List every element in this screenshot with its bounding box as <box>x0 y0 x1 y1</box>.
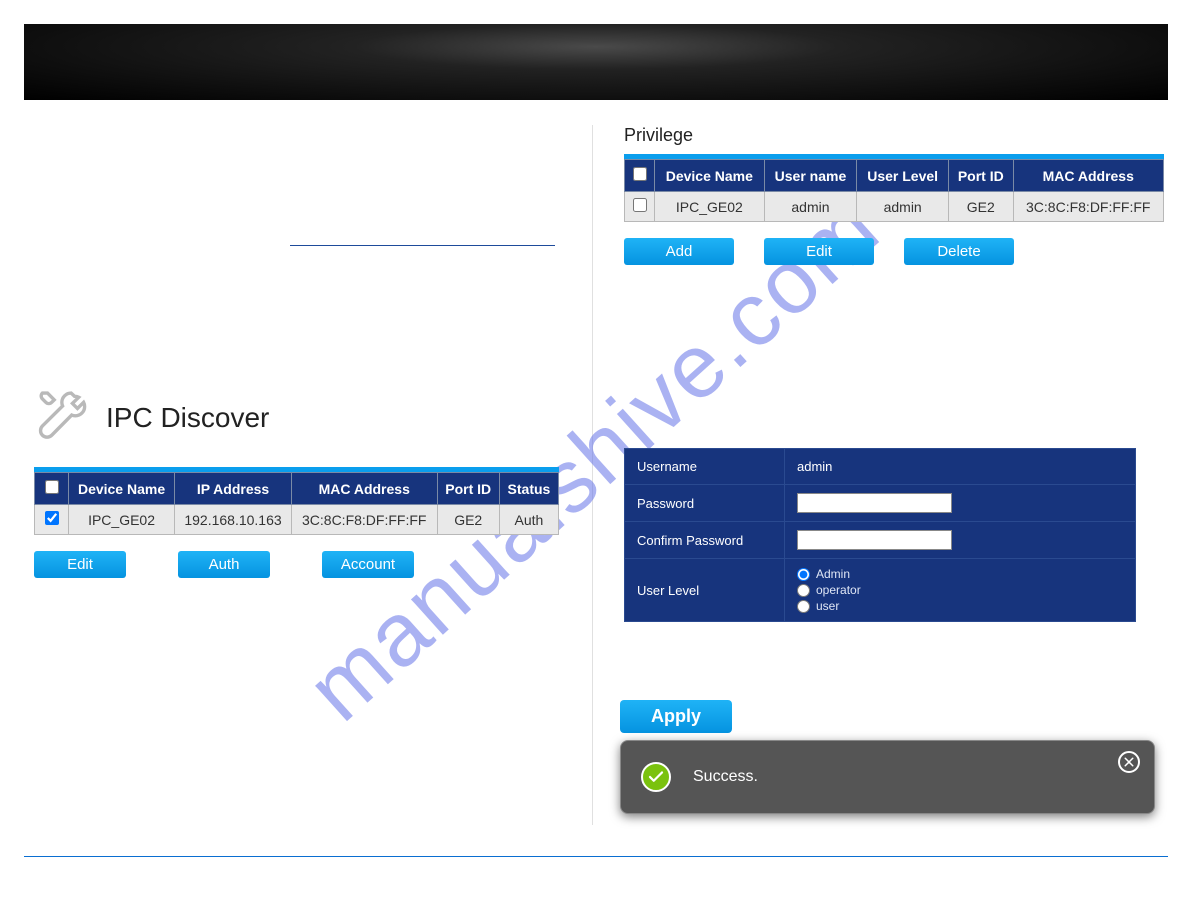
priv-col-mac: MAC Address <box>1013 160 1164 192</box>
ipc-col-ip: IP Address <box>175 473 292 505</box>
privilege-add-button[interactable]: Add <box>624 238 734 265</box>
ipc-col-mac: MAC Address <box>291 473 437 505</box>
ipc-row-device: IPC_GE02 <box>69 505 175 535</box>
ipc-row-ip: 192.168.10.163 <box>175 505 292 535</box>
priv-col-device: Device Name <box>655 160 765 192</box>
priv-row-port: GE2 <box>949 192 1013 222</box>
privilege-edit-button[interactable]: Edit <box>764 238 874 265</box>
vertical-divider <box>592 125 593 825</box>
privilege-row-checkbox[interactable] <box>633 198 647 212</box>
radio-admin[interactable] <box>797 568 810 581</box>
ipc-col-status: Status <box>499 473 558 505</box>
ipc-row-status: Auth <box>499 505 558 535</box>
radio-user[interactable] <box>797 600 810 613</box>
priv-row-device: IPC_GE02 <box>655 192 765 222</box>
radio-admin-text: Admin <box>816 567 850 581</box>
ipc-table: Device Name IP Address MAC Address Port … <box>34 472 559 535</box>
ipc-auth-button[interactable]: Auth <box>178 551 270 578</box>
priv-row-mac: 3C:8C:F8:DF:FF:FF <box>1013 192 1164 222</box>
user-level-label: User Level <box>625 559 785 621</box>
password-input[interactable] <box>797 493 952 513</box>
privilege-table: Device Name User name User Level Port ID… <box>624 159 1164 222</box>
username-label: Username <box>625 449 785 484</box>
user-level-radio-group: Admin operator user <box>797 567 861 613</box>
ipc-edit-button[interactable]: Edit <box>34 551 126 578</box>
privilege-table-row[interactable]: IPC_GE02 admin admin GE2 3C:8C:F8:DF:FF:… <box>625 192 1164 222</box>
toast-close-button[interactable] <box>1118 751 1140 773</box>
ipc-select-all-checkbox[interactable] <box>45 480 59 494</box>
success-check-icon <box>641 762 671 792</box>
ipc-discover-section: IPC Discover Device Name IP Address MAC … <box>34 388 559 578</box>
radio-operator-text: operator <box>816 583 861 597</box>
decorative-underline <box>290 245 555 246</box>
radio-user-label[interactable]: user <box>797 599 861 613</box>
password-label: Password <box>625 485 785 521</box>
top-banner <box>24 24 1168 100</box>
privilege-title: Privilege <box>624 125 1164 146</box>
ipc-col-device: Device Name <box>69 473 175 505</box>
ipc-row-port: GE2 <box>437 505 499 535</box>
priv-col-user: User name <box>764 160 857 192</box>
priv-row-user: admin <box>764 192 857 222</box>
ipc-table-row[interactable]: IPC_GE02 192.168.10.163 3C:8C:F8:DF:FF:F… <box>35 505 559 535</box>
bottom-rule <box>24 856 1168 857</box>
wrench-icon <box>34 388 88 447</box>
privilege-select-all-checkbox[interactable] <box>633 167 647 181</box>
toast-message: Success. <box>693 768 758 786</box>
priv-col-level: User Level <box>857 160 949 192</box>
priv-row-level: admin <box>857 192 949 222</box>
ipc-col-port: Port ID <box>437 473 499 505</box>
radio-admin-label[interactable]: Admin <box>797 567 861 581</box>
username-value: admin <box>797 459 832 474</box>
privilege-delete-button[interactable]: Delete <box>904 238 1014 265</box>
priv-col-port: Port ID <box>949 160 1013 192</box>
confirm-password-label: Confirm Password <box>625 522 785 558</box>
ipc-row-checkbox[interactable] <box>45 511 59 525</box>
confirm-password-input[interactable] <box>797 530 952 550</box>
radio-operator[interactable] <box>797 584 810 597</box>
success-toast: Success. <box>620 740 1155 814</box>
ipc-discover-title: IPC Discover <box>106 402 269 434</box>
apply-button[interactable]: Apply <box>620 700 732 733</box>
radio-user-text: user <box>816 599 839 613</box>
ipc-row-mac: 3C:8C:F8:DF:FF:FF <box>291 505 437 535</box>
privilege-section: Privilege Device Name User name User Lev… <box>624 125 1164 265</box>
radio-operator-label[interactable]: operator <box>797 583 861 597</box>
ipc-account-button[interactable]: Account <box>322 551 414 578</box>
user-form: Username admin Password Confirm Password… <box>624 448 1136 622</box>
